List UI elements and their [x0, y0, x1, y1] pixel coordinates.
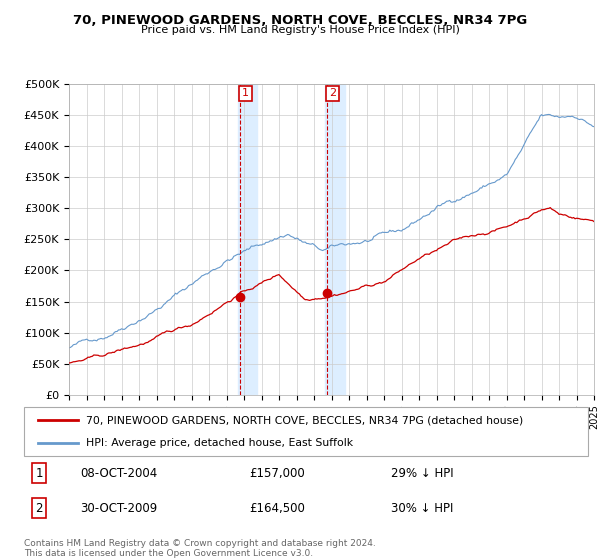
Text: 30% ↓ HPI: 30% ↓ HPI [391, 502, 453, 515]
Text: 70, PINEWOOD GARDENS, NORTH COVE, BECCLES, NR34 7PG: 70, PINEWOOD GARDENS, NORTH COVE, BECCLE… [73, 14, 527, 27]
Text: £157,000: £157,000 [250, 466, 305, 480]
Text: 2: 2 [329, 88, 336, 99]
Text: 29% ↓ HPI: 29% ↓ HPI [391, 466, 453, 480]
Text: 30-OCT-2009: 30-OCT-2009 [80, 502, 158, 515]
Text: 70, PINEWOOD GARDENS, NORTH COVE, BECCLES, NR34 7PG (detached house): 70, PINEWOOD GARDENS, NORTH COVE, BECCLE… [86, 416, 523, 426]
Text: 2: 2 [35, 502, 43, 515]
Text: 08-OCT-2004: 08-OCT-2004 [80, 466, 158, 480]
Text: Price paid vs. HM Land Registry's House Price Index (HPI): Price paid vs. HM Land Registry's House … [140, 25, 460, 35]
Text: Contains HM Land Registry data © Crown copyright and database right 2024.
This d: Contains HM Land Registry data © Crown c… [24, 539, 376, 558]
Text: 1: 1 [35, 466, 43, 480]
Bar [325, 84, 344, 395]
Text: 1: 1 [242, 88, 249, 99]
Text: £164,500: £164,500 [250, 502, 305, 515]
Bar [238, 84, 257, 395]
Text: HPI: Average price, detached house, East Suffolk: HPI: Average price, detached house, East… [86, 438, 353, 448]
